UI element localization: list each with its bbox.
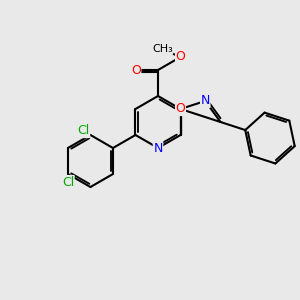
Text: O: O [176,103,185,116]
Text: Cl: Cl [62,176,74,188]
Text: Cl: Cl [77,124,90,137]
Text: CH₃: CH₃ [152,44,173,54]
Text: O: O [131,64,141,76]
Text: N: N [153,142,163,154]
Text: O: O [176,50,185,64]
Text: N: N [201,94,210,107]
